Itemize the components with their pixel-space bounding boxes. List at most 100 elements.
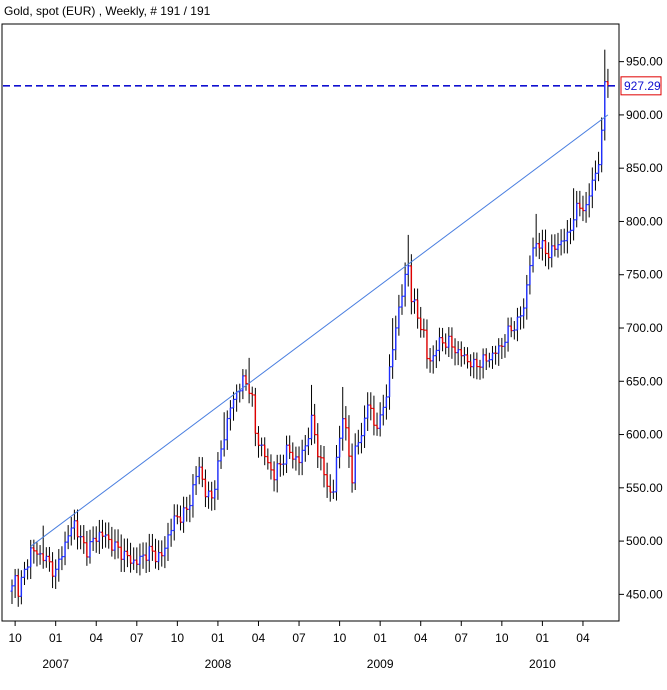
ohlc-bar: [188, 494, 192, 523]
ohlc-bar: [266, 448, 270, 470]
ohlc-bar: [522, 298, 526, 329]
ohlc-bar: [191, 474, 195, 518]
ohlc-bar: [412, 288, 416, 314]
ohlc-bar: [178, 505, 182, 531]
ohlc-bar: [260, 437, 264, 457]
ohlc-bar: [185, 496, 189, 522]
ohlc-bar: [344, 406, 348, 441]
ohlc-bar: [603, 49, 607, 141]
x-tick-label: 01: [536, 631, 550, 645]
ohlc-bar: [244, 369, 248, 391]
ohlc-bar: [397, 294, 401, 336]
ohlc-bars: [10, 49, 610, 607]
ohlc-bar: [207, 481, 211, 509]
ohlc-bar: [334, 444, 338, 501]
ohlc-bar: [441, 327, 445, 352]
ohlc-bar: [494, 345, 498, 365]
ohlc-bar: [366, 392, 370, 431]
ohlc-bar: [16, 568, 20, 607]
ohlc-bar: [528, 255, 532, 295]
ohlc-bar: [51, 552, 55, 589]
x-tick-label: 04: [252, 631, 266, 645]
ohlc-bar: [400, 284, 404, 315]
ohlc-bar: [169, 518, 173, 547]
ohlc-bar: [534, 213, 538, 257]
ohlc-bar: [593, 160, 597, 191]
ohlc-bar: [434, 340, 438, 369]
ohlc-bar: [547, 242, 551, 270]
chart-title: Gold, spot (EUR) , Weekly, # 191 / 191: [4, 4, 211, 18]
ohlc-bar: [10, 579, 14, 604]
ohlc-bar: [428, 348, 432, 373]
y-tick-label: 950.00: [626, 55, 663, 69]
ohlc-bar: [572, 188, 576, 241]
ohlc-bar: [35, 542, 39, 567]
x-axis: 10 01 04 07 10 01 04 07 10 01 04 07 10 01 04 2007 2008 20…: [8, 621, 590, 671]
ohlc-bar: [341, 386, 345, 451]
ohlc-bar: [97, 519, 101, 554]
ohlc-bar: [490, 346, 494, 369]
ohlc-bar: [540, 229, 544, 261]
ohlc-bar: [66, 525, 70, 550]
ohlc-bar: [525, 274, 529, 320]
x-tick-label: 10: [171, 631, 185, 645]
ohlc-bar: [125, 538, 129, 568]
ohlc-bar: [322, 445, 326, 488]
ohlc-bar: [197, 456, 201, 485]
ohlc-bar: [310, 384, 314, 446]
ohlc-bar: [79, 525, 83, 550]
ohlc-bar: [338, 425, 342, 469]
ohlc-bar: [559, 229, 563, 256]
ohlc-bar: [219, 440, 223, 469]
ohlc-bar: [228, 400, 232, 431]
ohlc-bar: [378, 402, 382, 437]
y-axis: 450.00 500.00 550.00 600.00 650.00 700.00 750.…: [619, 55, 663, 601]
ohlc-bar: [69, 517, 73, 546]
ohlc-bar: [135, 547, 139, 574]
ohlc-bar: [82, 525, 86, 554]
x-year-label: 2009: [367, 657, 394, 671]
ohlc-bar: [325, 462, 329, 498]
ohlc-bar: [138, 543, 142, 576]
ohlc-bar: [263, 437, 267, 466]
ohlc-bar: [303, 434, 307, 462]
ohlc-bar: [76, 509, 80, 550]
ohlc-bar: [328, 474, 332, 502]
ohlc-bar: [459, 341, 463, 367]
x-tick-label: 04: [414, 631, 428, 645]
ohlc-bar: [297, 446, 301, 476]
ohlc-bar: [509, 317, 513, 338]
ohlc-bar: [141, 542, 145, 569]
ohlc-bar: [587, 183, 591, 218]
ohlc-bar: [431, 345, 435, 374]
ohlc-bar: [72, 509, 76, 540]
ohlc-bar: [419, 306, 423, 338]
x-tick-label: 07: [455, 631, 469, 645]
ohlc-bar: [41, 525, 45, 569]
ohlc-bar: [356, 429, 360, 455]
ohlc-bar: [26, 559, 30, 580]
last-price-box: [620, 76, 662, 96]
x-tick-label: 07: [130, 631, 144, 645]
ohlc-bar: [388, 354, 392, 410]
ohlc-bar: [288, 435, 292, 460]
ohlc-bar: [484, 348, 488, 371]
ohlc-bar: [469, 354, 473, 377]
ohlc-bar: [172, 504, 176, 541]
ohlc-bar: [285, 435, 289, 473]
ohlc-bar: [584, 191, 588, 223]
ohlc-bar: [600, 117, 604, 173]
ohlc-bar: [160, 540, 164, 567]
ohlc-bar: [391, 318, 395, 379]
ohlc-bar: [147, 533, 151, 572]
ohlc-bar: [85, 530, 89, 566]
y-tick-label: 550.00: [626, 481, 663, 495]
y-tick-label: 650.00: [626, 374, 663, 388]
ohlc-bar: [63, 531, 67, 566]
ohlc-bar: [100, 519, 104, 549]
ohlc-bar: [531, 237, 535, 273]
ohlc-bar: [581, 195, 585, 222]
ohlc-bar: [60, 546, 64, 571]
ohlc-bar: [363, 405, 367, 449]
